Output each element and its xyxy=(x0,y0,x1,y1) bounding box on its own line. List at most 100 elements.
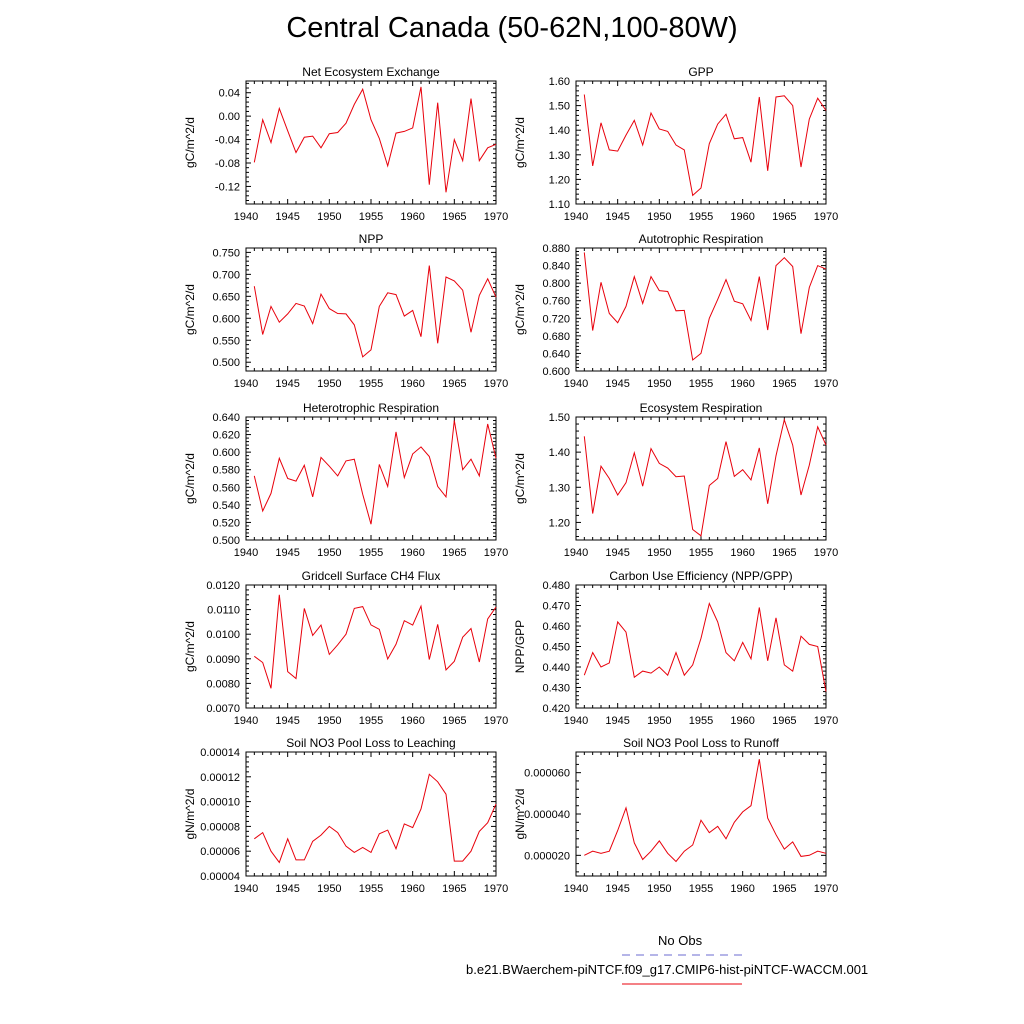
x-tick-label: 1950 xyxy=(647,883,671,895)
x-tick-label: 1945 xyxy=(275,547,299,559)
x-tick-label: 1940 xyxy=(564,883,588,895)
x-tick-label: 1950 xyxy=(317,883,341,895)
y-axis-label: gC/m^2/d xyxy=(183,453,197,504)
x-tick-label: 1960 xyxy=(730,715,754,727)
x-tick-label: 1960 xyxy=(400,715,424,727)
y-tick-label: 0.550 xyxy=(212,335,240,347)
panel-title: Carbon Use Efficiency (NPP/GPP) xyxy=(609,569,792,583)
y-tick-label: 0.600 xyxy=(212,447,240,459)
y-axis-label: gC/m^2/d xyxy=(183,117,197,168)
x-tick-label: 1955 xyxy=(359,547,383,559)
x-tick-label: 1965 xyxy=(772,378,796,390)
y-tick-label: 1.10 xyxy=(549,199,570,211)
y-tick-label: 0.430 xyxy=(542,683,570,695)
x-tick-label: 1965 xyxy=(772,547,796,559)
x-tick-label: 1945 xyxy=(605,715,629,727)
y-tick-label: 0.760 xyxy=(542,296,570,308)
y-tick-label: 1.20 xyxy=(549,517,570,529)
x-tick-label: 1945 xyxy=(275,883,299,895)
x-tick-label: 1950 xyxy=(317,547,341,559)
y-tick-label: 0.420 xyxy=(542,703,570,715)
x-tick-label: 1960 xyxy=(730,378,754,390)
x-tick-label: 1945 xyxy=(605,547,629,559)
series-line xyxy=(254,773,497,864)
panel-5: 1940 1945 1950 1955 1960 1965 1970 0.500 0.520 0.… xyxy=(183,401,508,559)
y-tick-label: 1.30 xyxy=(549,482,570,494)
panel-title: NPP xyxy=(359,232,384,246)
y-tick-label: 0.470 xyxy=(542,601,570,613)
y-tick-label: 0.500 xyxy=(212,535,240,547)
x-tick-label: 1965 xyxy=(442,715,466,727)
panel-title: Gridcell Surface CH4 Flux xyxy=(302,569,441,583)
y-tick-label: 0.0110 xyxy=(207,605,240,617)
plot-frame xyxy=(575,416,827,541)
panel-title: Heterotrophic Respiration xyxy=(303,401,439,415)
y-tick-label: 0.480 xyxy=(542,580,570,592)
x-tick-label: 1950 xyxy=(647,211,671,223)
panel-6: 1940 1945 1950 1955 1960 1965 1970 1.20 1.30 1.40… xyxy=(513,401,838,559)
y-axis-label: NPP/GPP xyxy=(513,620,527,673)
x-tick-label: 1955 xyxy=(359,378,383,390)
x-tick-label: 1940 xyxy=(234,883,258,895)
y-tick-label: 0.450 xyxy=(542,642,570,654)
x-tick-label: 1960 xyxy=(400,378,424,390)
x-tick-label: 1940 xyxy=(564,378,588,390)
y-tick-label: 0.640 xyxy=(212,412,240,424)
series-line xyxy=(253,420,497,525)
x-tick-label: 1955 xyxy=(359,883,383,895)
panel-7: 1940 1945 1950 1955 1960 1965 1970 0.0070 0.0080… xyxy=(183,569,508,727)
y-tick-label: 0.00 xyxy=(219,111,240,123)
x-tick-label: 1970 xyxy=(814,547,838,559)
y-tick-label: 1.40 xyxy=(549,447,570,459)
x-tick-label: 1965 xyxy=(442,211,466,223)
y-tick-label: 0.000040 xyxy=(524,809,570,821)
x-tick-label: 1940 xyxy=(564,211,588,223)
x-tick-label: 1960 xyxy=(400,883,424,895)
x-tick-label: 1960 xyxy=(400,211,424,223)
x-tick-label: 1960 xyxy=(400,547,424,559)
panel-1: 1940 1945 1950 1955 1960 1965 1970 0.04 0.00 -0.0… xyxy=(183,65,508,223)
y-tick-label: 1.60 xyxy=(549,76,570,88)
y-tick-label: -0.08 xyxy=(215,158,240,170)
x-tick-label: 1965 xyxy=(442,883,466,895)
y-tick-label: 0.640 xyxy=(542,348,570,360)
y-tick-label: 0.580 xyxy=(212,465,240,477)
y-tick-label: 0.540 xyxy=(212,500,240,512)
series-line xyxy=(583,417,827,537)
x-tick-label: 1950 xyxy=(647,378,671,390)
y-tick-label: 0.00012 xyxy=(200,772,240,784)
y-tick-label: 0.560 xyxy=(212,482,240,494)
y-tick-label: 0.0080 xyxy=(206,678,240,690)
x-tick-label: 1965 xyxy=(442,547,466,559)
y-axis-label: gC/m^2/d xyxy=(513,117,527,168)
x-tick-label: 1940 xyxy=(564,547,588,559)
x-tick-label: 1955 xyxy=(689,211,713,223)
panel-2: 1940 1945 1950 1955 1960 1965 1970 1.10 1.20 1.30… xyxy=(513,65,838,223)
series-line xyxy=(583,94,827,197)
legend: No Obs b.e21.BWaerchem-piNTCF.f09_g17.CM… xyxy=(0,928,1024,1024)
panel-title: GPP xyxy=(688,65,713,79)
y-tick-label: 0.00010 xyxy=(200,797,240,809)
panel-8: 1940 1945 1950 1955 1960 1965 1970 0.420 0.430 0.… xyxy=(513,569,838,727)
y-tick-label: 1.30 xyxy=(549,150,570,162)
y-tick-label: 0.440 xyxy=(542,662,570,674)
x-tick-label: 1940 xyxy=(234,547,258,559)
x-tick-label: 1945 xyxy=(605,378,629,390)
y-tick-label: 0.0070 xyxy=(206,703,240,715)
panel-title: Soil NO3 Pool Loss to Runoff xyxy=(623,736,780,750)
panel-9: 1940 1945 1950 1955 1960 1965 1970 0.00004 0.000… xyxy=(183,736,508,895)
series-line xyxy=(253,265,497,358)
y-tick-label: -0.12 xyxy=(215,181,240,193)
x-tick-label: 1945 xyxy=(605,883,629,895)
legend-model-label: b.e21.BWaerchem-piNTCF.f09_g17.CMIP6-his… xyxy=(466,962,869,977)
panel-4: 1940 1945 1950 1955 1960 1965 1970 0.600 0.640 0.… xyxy=(513,232,838,390)
series-line xyxy=(253,86,497,193)
y-tick-label: 0.00014 xyxy=(200,747,240,759)
series-line xyxy=(584,759,827,863)
y-axis-label: gC/m^2/d xyxy=(183,621,197,672)
panel-title: Ecosystem Respiration xyxy=(640,401,763,415)
panel-3: 1940 1945 1950 1955 1960 1965 1970 0.500 0.550 0.… xyxy=(183,232,508,390)
x-tick-label: 1965 xyxy=(772,211,796,223)
y-tick-label: 0.000060 xyxy=(524,768,570,780)
